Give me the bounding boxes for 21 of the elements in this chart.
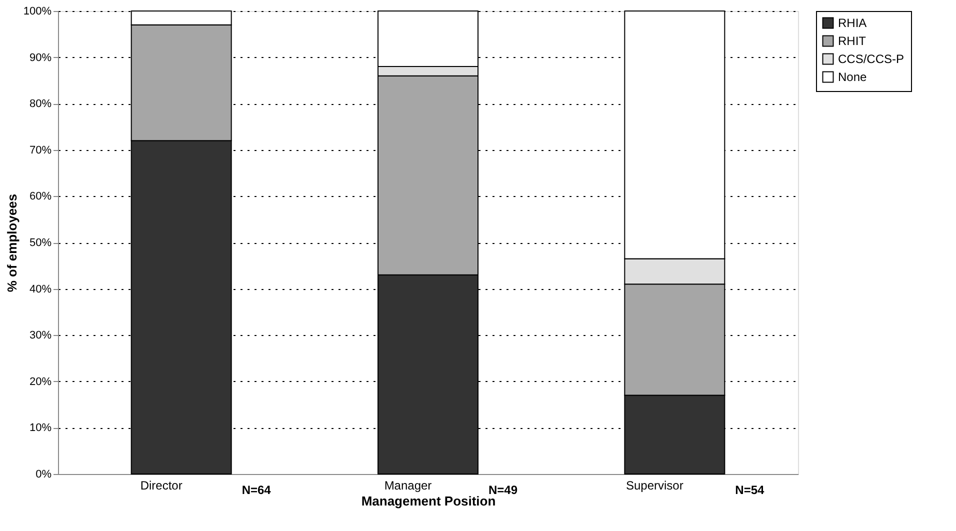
x-tick-label: Director	[140, 478, 182, 492]
y-tick-label: 60%	[29, 190, 52, 203]
y-tick-label: 40%	[29, 283, 52, 296]
y-axis-title: % of employees	[4, 194, 20, 292]
y-tick-label: 20%	[29, 376, 52, 388]
text: N=64	[242, 483, 272, 497]
legend-label: CCS/CCS-P	[838, 52, 904, 66]
y-tick-label: 30%	[29, 330, 52, 342]
y-tick-label: 10%	[29, 422, 52, 434]
legend-label: None	[838, 70, 868, 84]
legend-label: RHIA	[838, 16, 867, 30]
legend-label: RHIT	[838, 34, 867, 48]
y-tick-label: 80%	[29, 98, 52, 110]
x-tick-label: Supervisor	[626, 478, 684, 492]
y-tick-label: 50%	[29, 237, 52, 249]
x-tick-label: Manager	[384, 478, 432, 492]
text: N=54	[735, 483, 764, 497]
y-tick-label: 0%	[36, 468, 52, 480]
y-tick-label: 90%	[29, 52, 52, 64]
y-tick-label: 100%	[23, 6, 52, 18]
y-tick-label: 70%	[29, 144, 52, 156]
